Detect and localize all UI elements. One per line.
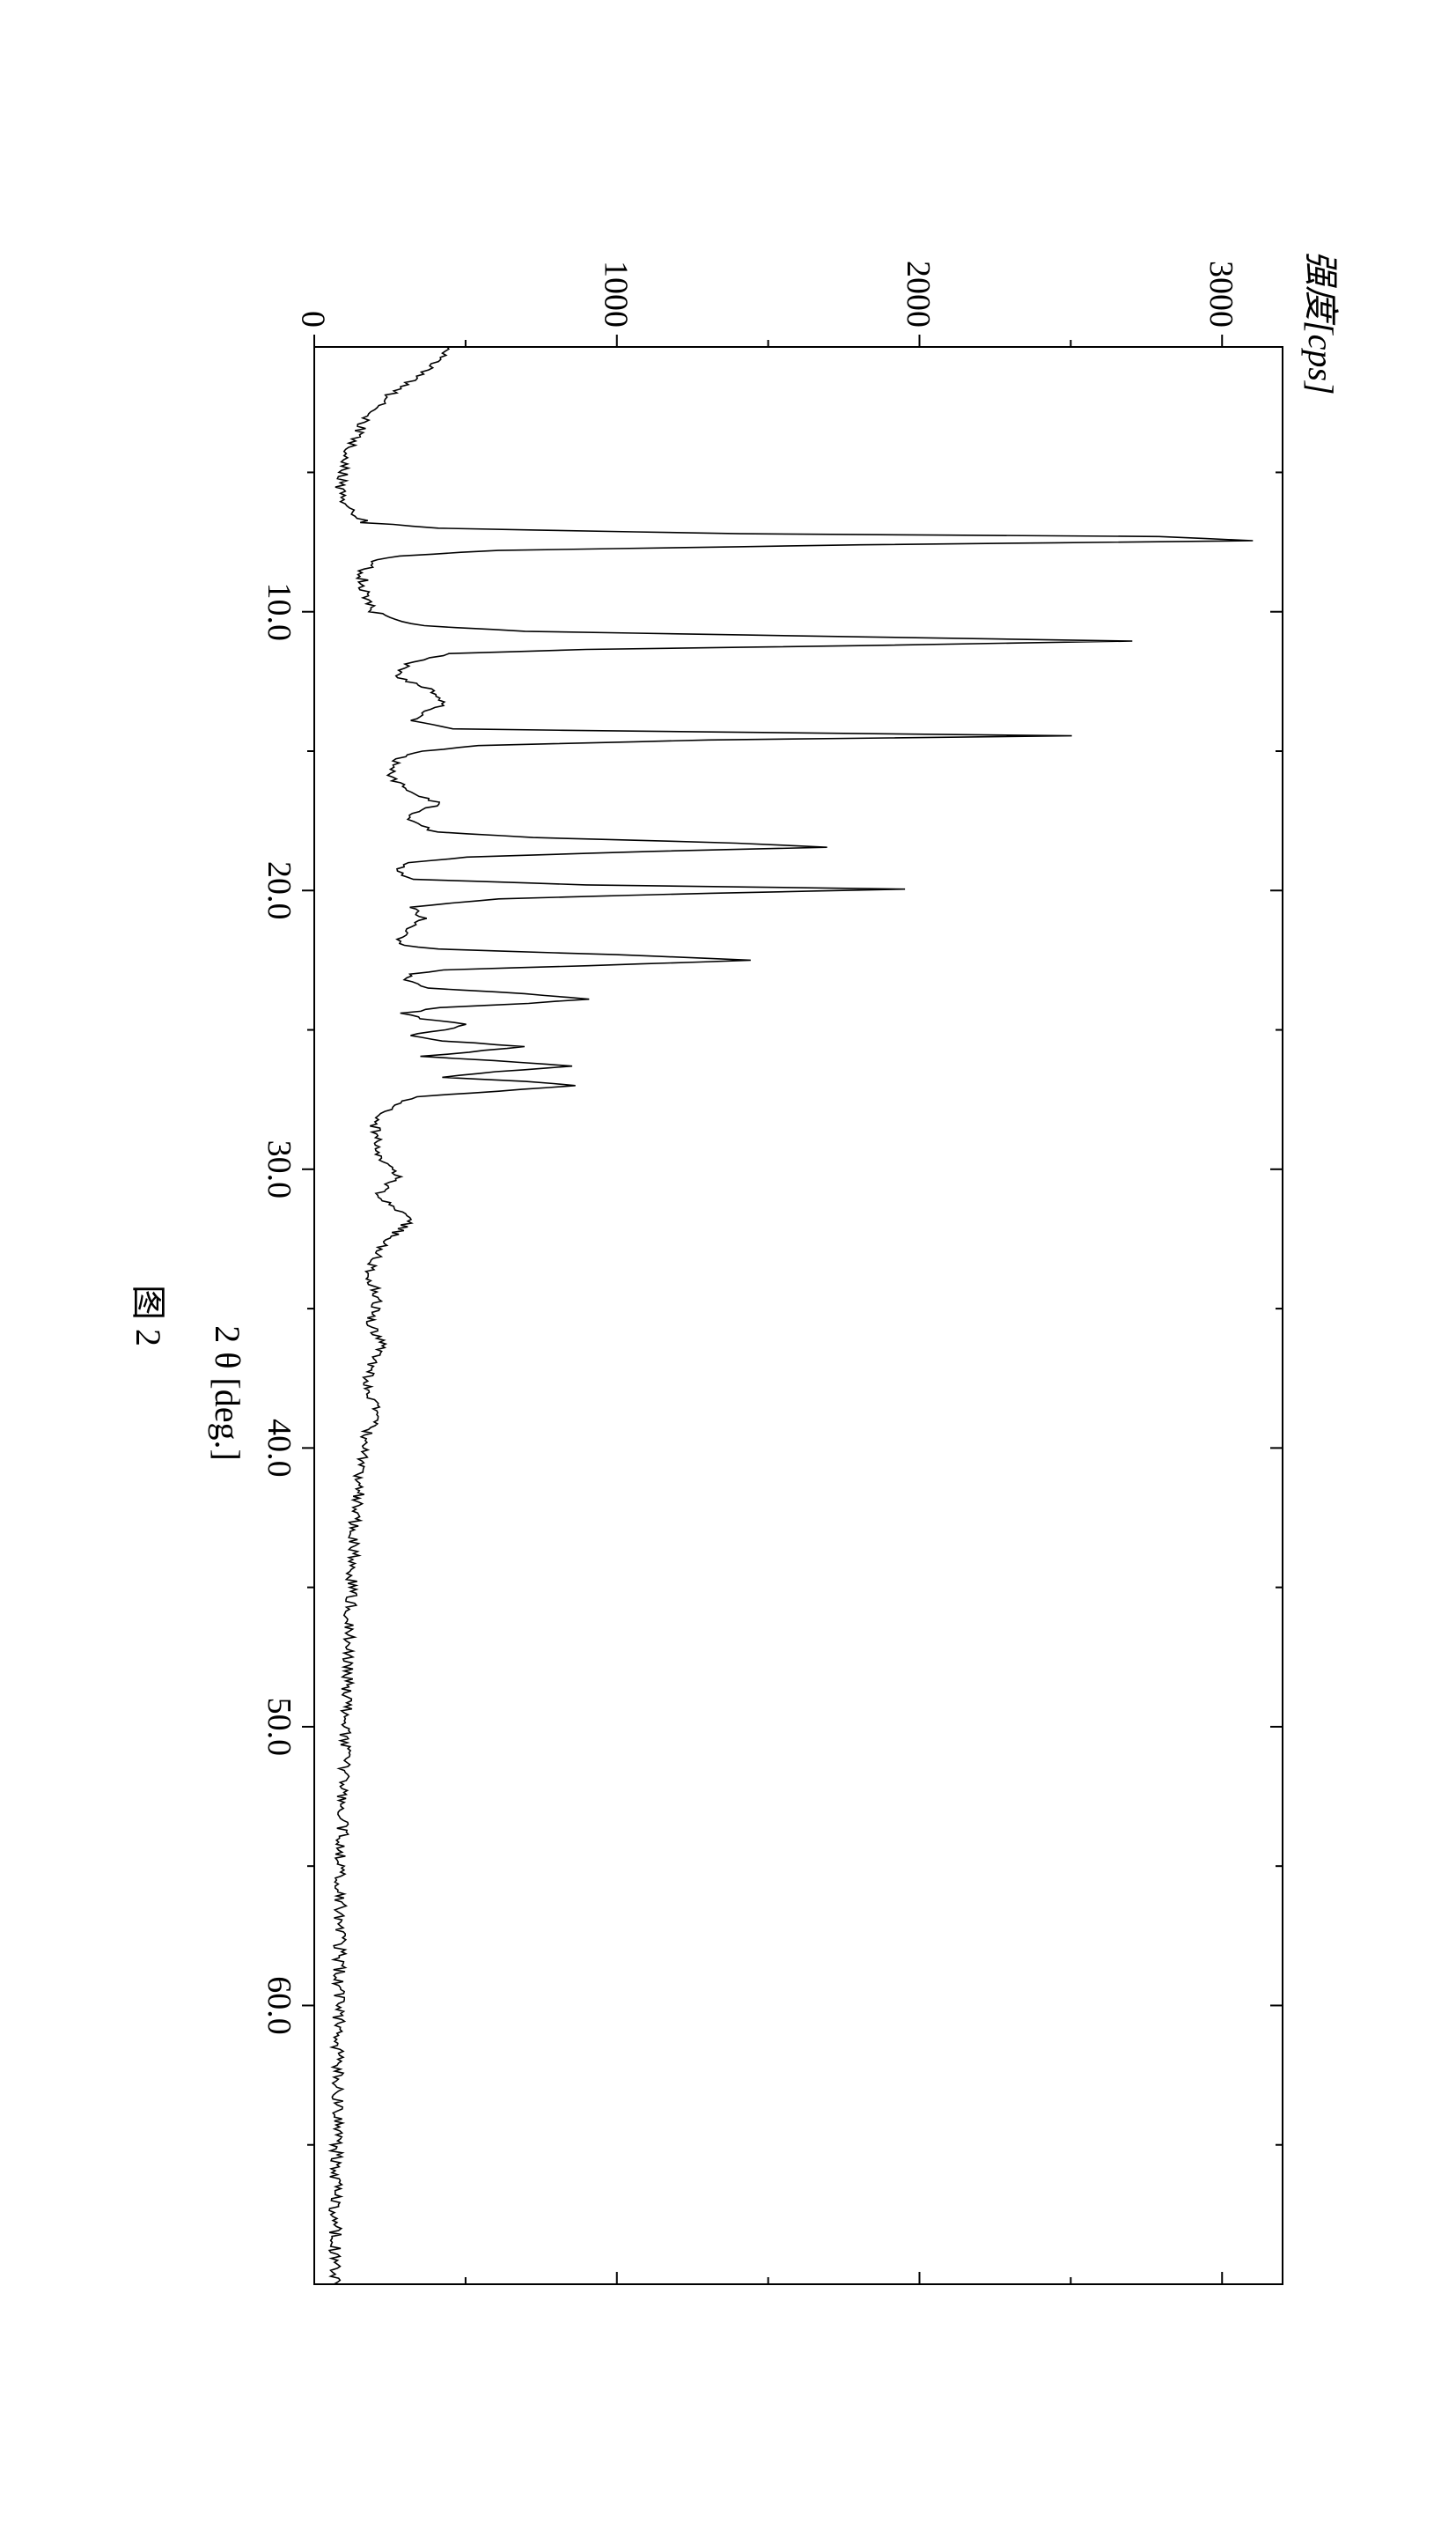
svg-text:10.0: 10.0 [261, 582, 298, 641]
svg-text:30.0: 30.0 [261, 1140, 298, 1199]
svg-text:60.0: 60.0 [261, 1976, 298, 2035]
svg-text:0: 0 [295, 311, 332, 328]
y-axis-label: 强度[cps] [1301, 250, 1341, 395]
x-axis-label: 2 θ [deg.] [208, 1325, 247, 1461]
xrd-chart-svg: 10.0 20.0 30.0 40.0 50.0 60.0 0 1000 2000 3000 强度[… [68, 127, 1388, 2416]
chart-rotator: 10.0 20.0 30.0 40.0 50.0 60.0 0 1000 2000 3000 强度[… [0, 0, 1456, 2544]
svg-text:3000: 3000 [1202, 261, 1239, 328]
svg-text:1000: 1000 [597, 261, 634, 328]
svg-text:20.0: 20.0 [261, 861, 298, 919]
chart-canvas: 10.0 20.0 30.0 40.0 50.0 60.0 0 1000 2000 3000 强度[… [68, 127, 1388, 2416]
svg-text:2000: 2000 [900, 261, 937, 328]
svg-text:40.0: 40.0 [261, 1419, 298, 1478]
page: { "figure": { "type": "line", "caption":… [0, 0, 1456, 2544]
svg-text:50.0: 50.0 [261, 1698, 298, 1757]
figure-caption: 图 2 [129, 1285, 168, 1346]
xrd-spectrum-line [329, 347, 1253, 2284]
